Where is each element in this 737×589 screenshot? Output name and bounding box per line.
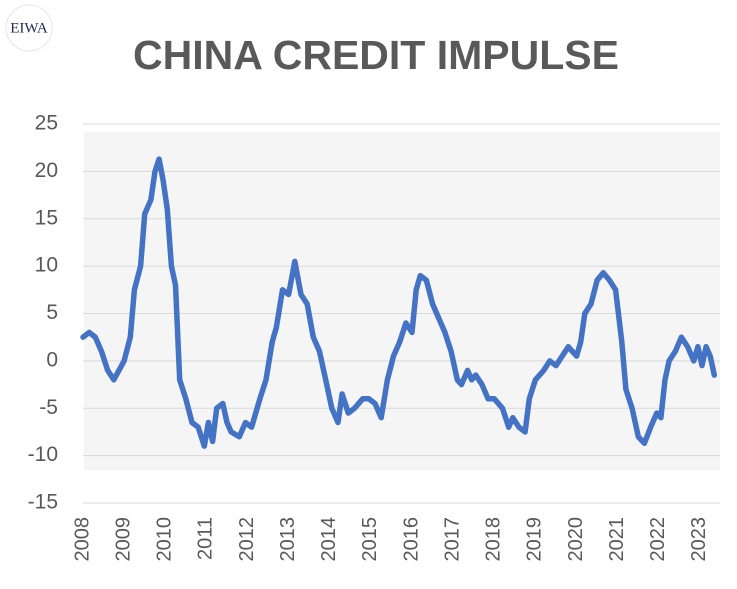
x-tick-label: 2018: [483, 517, 505, 562]
x-tick-label: 2015: [359, 517, 381, 562]
x-tick-label: 2012: [236, 517, 258, 562]
plot-background: [84, 132, 720, 470]
y-tick-label: -5: [39, 396, 58, 419]
x-tick-label: 2011: [195, 517, 217, 560]
x-tick-label: 2020: [565, 517, 587, 562]
y-tick-label: -15: [28, 491, 58, 514]
x-tick-label: 2021: [606, 517, 628, 562]
y-tick-label: -10: [28, 443, 58, 466]
y-tick-label: 0: [46, 348, 58, 371]
y-tick-label: 25: [35, 112, 58, 135]
x-tick-label: 2016: [400, 517, 422, 562]
x-tick-label: 2014: [318, 517, 340, 562]
y-tick-label: 20: [35, 159, 58, 182]
x-tick-label: 2017: [441, 517, 463, 562]
x-tick-label: 2023: [688, 517, 710, 562]
y-tick-label: 5: [46, 301, 58, 324]
x-tick-label: 2008: [71, 517, 93, 562]
data-line: [80, 156, 718, 449]
y-tick-label: 10: [35, 254, 58, 277]
x-tick-label: 2019: [524, 517, 546, 562]
x-tick-label: 2022: [647, 517, 669, 562]
chart-title: CHINA CREDIT IMPULSE: [133, 32, 619, 78]
logo-badge: [5, 4, 53, 52]
y-tick-label: 15: [35, 206, 58, 229]
logo: EIWA: [10, 20, 48, 36]
x-tick-label: 2013: [277, 517, 299, 562]
x-tick-label: 2010: [154, 517, 176, 562]
x-tick-label: 2009: [112, 517, 134, 562]
